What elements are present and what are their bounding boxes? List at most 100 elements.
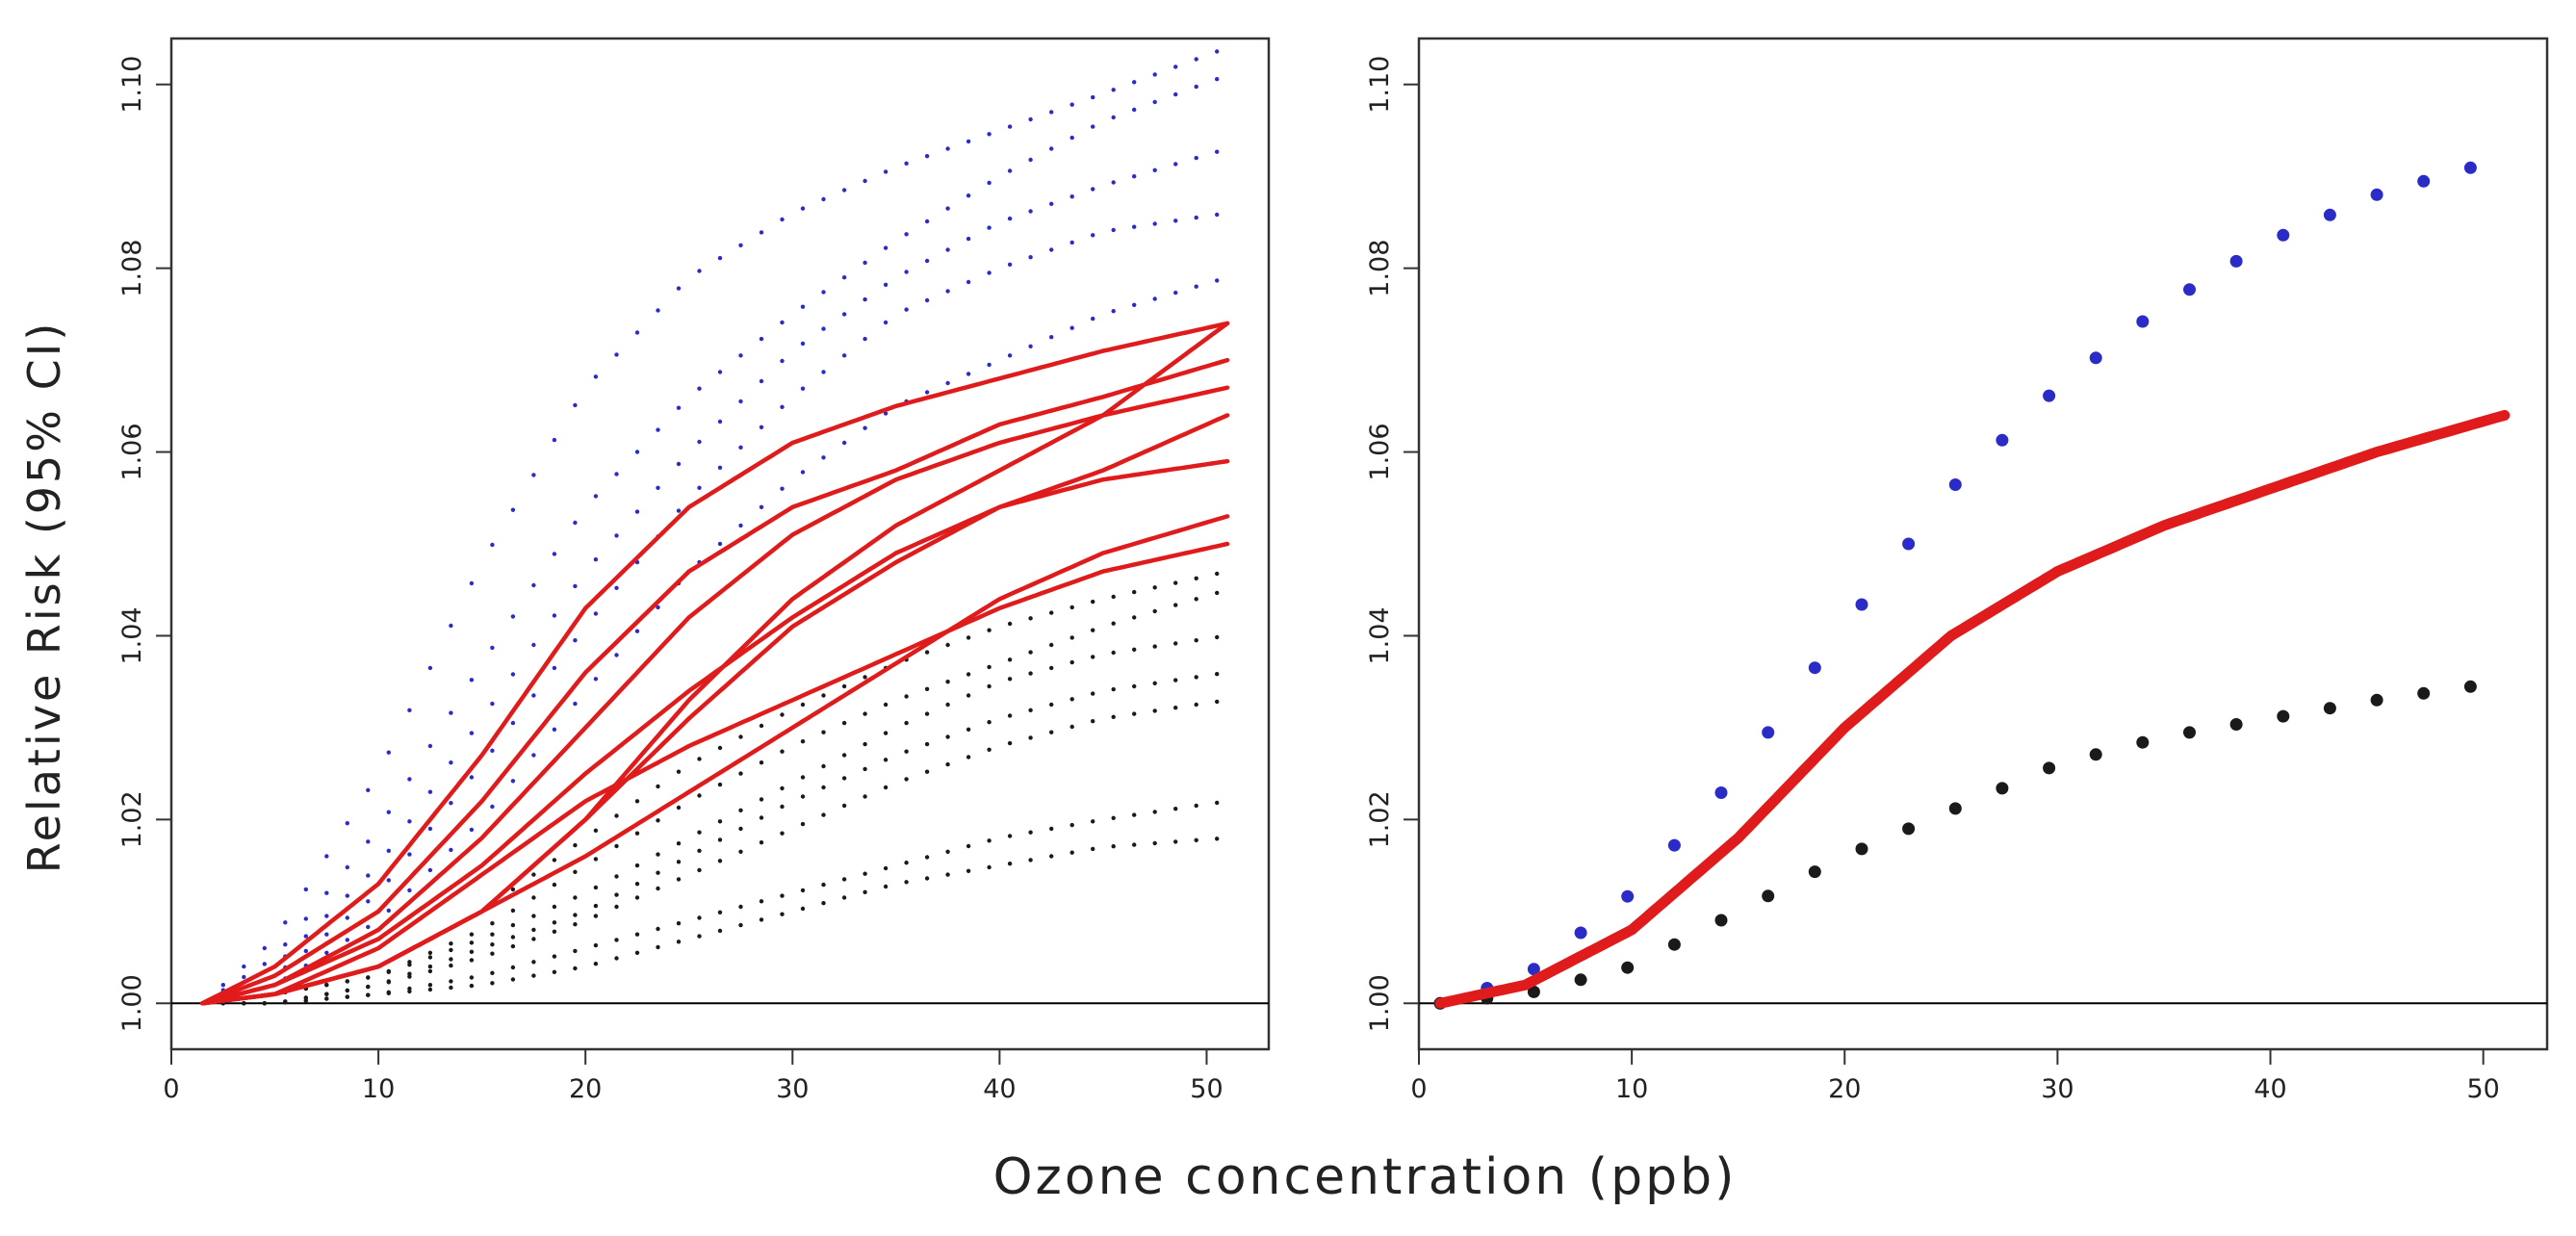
lower_ci-point [924, 769, 930, 774]
y-axis-label: Relative Risk (95% CI) [18, 321, 70, 874]
upper_ci-point [780, 358, 785, 364]
lower_ci-point [552, 904, 557, 910]
lower_ci-point [593, 828, 599, 833]
upper_ci-point [469, 678, 475, 682]
lower_ci-point [1091, 719, 1095, 724]
lower_ci-point [717, 837, 723, 842]
lower_ci-point [449, 957, 453, 962]
upper_ci-point [614, 472, 619, 476]
lower_ci-point [1152, 681, 1157, 685]
lower_ci-point [1132, 711, 1137, 716]
lower_ci-point [945, 872, 950, 877]
upper_ci-point [1152, 296, 1157, 301]
upper_ci-point [863, 296, 867, 302]
upper_ci-point [1028, 344, 1033, 348]
lower_ci-point [1132, 683, 1137, 689]
upper_ci-point [324, 950, 329, 955]
lower_ci-point [614, 813, 619, 818]
x-tick-label: 10 [362, 1074, 395, 1104]
lower_ci-point [634, 882, 640, 887]
lower_ci-point [510, 908, 516, 914]
upper_ci-point [1948, 478, 1962, 491]
lower_ci-point [987, 628, 992, 632]
upper_ci-point [386, 908, 391, 914]
lower_ci-point [1028, 735, 1033, 740]
lower_ci-point [863, 889, 867, 894]
lower_ci-point [1007, 834, 1013, 838]
upper_ci-point [676, 461, 682, 467]
upper_ci-point [1111, 180, 1116, 185]
upper_ci-point [883, 411, 889, 416]
lower_ci-point [510, 922, 516, 928]
lower_ci-point [780, 712, 785, 717]
lower_ci-point [1049, 610, 1054, 615]
lower_ci-point [1132, 647, 1137, 652]
lower_ci-point [1069, 724, 1074, 730]
lower_ci-point [863, 711, 867, 716]
upper_ci-point [510, 672, 516, 677]
upper_ci-point [593, 611, 599, 616]
upper_ci-point [841, 440, 847, 446]
upper_ci-dotted-series-12 [200, 278, 1220, 1006]
lower_ci-point [924, 711, 930, 716]
upper_ci-point [386, 848, 391, 853]
lower_ci-point [1049, 702, 1054, 708]
lower_ci-point [1996, 782, 2009, 795]
lower_ci-point [1091, 846, 1095, 852]
lower_ci-point [303, 998, 308, 1003]
lower_ci-point [1049, 665, 1054, 671]
upper_ci-point [614, 352, 619, 357]
upper_ci-point [573, 520, 578, 526]
upper_ci-point [1049, 110, 1054, 115]
upper_ci-point [924, 219, 930, 224]
estimate-curve-7 [200, 514, 1230, 1006]
lower_ci-point [883, 731, 889, 735]
upper_ci-dotted-series-9 [200, 77, 1220, 1006]
lower_ci-point [966, 843, 971, 849]
lower_ci-point [966, 672, 971, 677]
upper_ci-point [490, 645, 495, 651]
lower_ci-point [656, 818, 660, 823]
upper_ci-point [883, 320, 889, 325]
upper_ci-point [1028, 255, 1033, 260]
upper_ci-point [1069, 135, 1074, 141]
lower_ci-point [469, 983, 475, 989]
upper_ci-point [759, 336, 764, 342]
lower_ci-point [780, 749, 785, 754]
upper_ci-point [924, 154, 930, 159]
upper_ci-point [407, 888, 412, 893]
lower_ci-point [614, 938, 619, 942]
lower_ci-point [987, 864, 992, 870]
y-tick-label: 1.08 [117, 240, 147, 297]
upper_ci-point [2183, 283, 2196, 296]
upper_ci-point [1069, 325, 1074, 330]
upper_ci-point [449, 847, 453, 853]
lower_ci-point [2136, 735, 2150, 749]
x-tick-label: 30 [2041, 1074, 2074, 1104]
lower_ci-point [1049, 826, 1054, 832]
upper_ci-point [800, 386, 806, 391]
lower_ci-point [676, 940, 682, 944]
lower_ci-point [656, 944, 660, 950]
upper_ci-point [821, 326, 826, 331]
upper_ci-point [821, 290, 826, 295]
lower_ci-point [1028, 858, 1033, 863]
lower_ci-point [1667, 938, 1681, 951]
estimate-curve-0 [200, 321, 1230, 1006]
upper_ci-point [821, 370, 826, 374]
lower_ci-point [1049, 642, 1054, 648]
lower_ci-point [738, 922, 743, 928]
upper_ci-point [863, 336, 867, 342]
lower_ci-point [407, 974, 412, 979]
upper_ci-point [386, 810, 391, 814]
upper_ci-point [634, 330, 640, 335]
upper_ci-point [614, 653, 619, 657]
upper_ci-point [676, 405, 682, 410]
lower_ci-point [800, 794, 806, 799]
lower_ci-point [242, 1001, 246, 1006]
lower_ci-point [531, 872, 536, 877]
lower_ci-point [366, 992, 371, 997]
upper_ci-point [945, 380, 950, 386]
lower_ci-point [1111, 650, 1116, 656]
lower_ci-point [1173, 678, 1178, 682]
